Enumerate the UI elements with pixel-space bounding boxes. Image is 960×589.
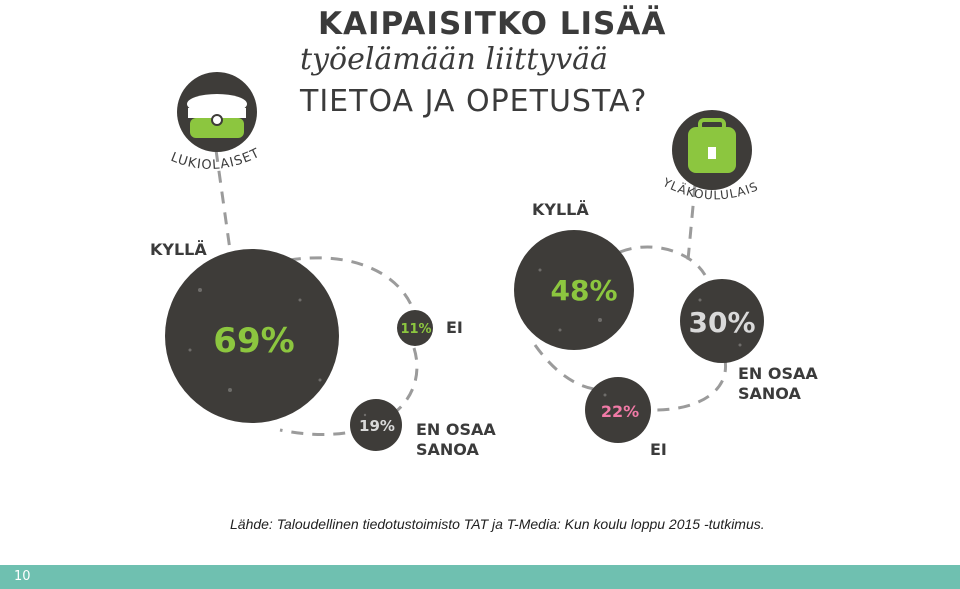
- lukio-dunno-value: 19%: [359, 417, 395, 435]
- page-number: 10: [14, 569, 31, 584]
- ylakoulu-dunno-circle: [680, 279, 764, 363]
- ylakoulu-dunno-label-line-2: SANOA: [738, 384, 801, 403]
- lukio-dunno-label-line-1: EN OSAA: [416, 420, 496, 439]
- dashed-connectors: [214, 149, 728, 436]
- ylakoulu-dunno-label-line-1: EN OSAA: [738, 364, 818, 383]
- ylakoulu-no-circle: [585, 377, 651, 443]
- lukio-dunno-label: EN OSAA SANOA: [416, 420, 496, 460]
- speckle-texture: [188, 268, 742, 417]
- title-line-3: TIETOA JA OPETUSTA?: [300, 84, 648, 119]
- ylakoulu-dunno-label: EN OSAA SANOA: [738, 364, 818, 404]
- lukio-dunno-label-line-2: SANOA: [416, 440, 479, 459]
- lukio-no-value: 11%: [400, 322, 431, 337]
- title-line-1: KAIPAISITKO LISÄÄ: [318, 6, 667, 42]
- footer-bar: [0, 565, 960, 589]
- lukio-yes-circle: [165, 249, 339, 423]
- title-line-2: työelämään liittyvää: [300, 42, 608, 77]
- ylakoulu-yes-circle: [514, 230, 634, 350]
- ylakoulu-yes-label: KYLLÄ: [532, 200, 589, 219]
- lukio-no-label: EI: [446, 318, 463, 337]
- lukio-yes-label: KYLLÄ: [150, 240, 207, 259]
- graduation-cap-icon: [177, 72, 257, 152]
- lukio-yes-value: 69%: [213, 321, 294, 361]
- lukio-dunno-circle: [350, 399, 402, 451]
- source-note: Lähde: Taloudellinen tiedotustoimisto TA…: [230, 516, 765, 532]
- backpack-icon: [672, 110, 752, 190]
- lukio-no-circle: [397, 310, 433, 346]
- ylakoulu-no-value: 22%: [601, 402, 639, 421]
- ylakoulu-yes-value: 48%: [550, 274, 617, 307]
- ylakoulu-no-label: EI: [650, 440, 667, 459]
- ylakoulu-dunno-value: 30%: [688, 306, 755, 339]
